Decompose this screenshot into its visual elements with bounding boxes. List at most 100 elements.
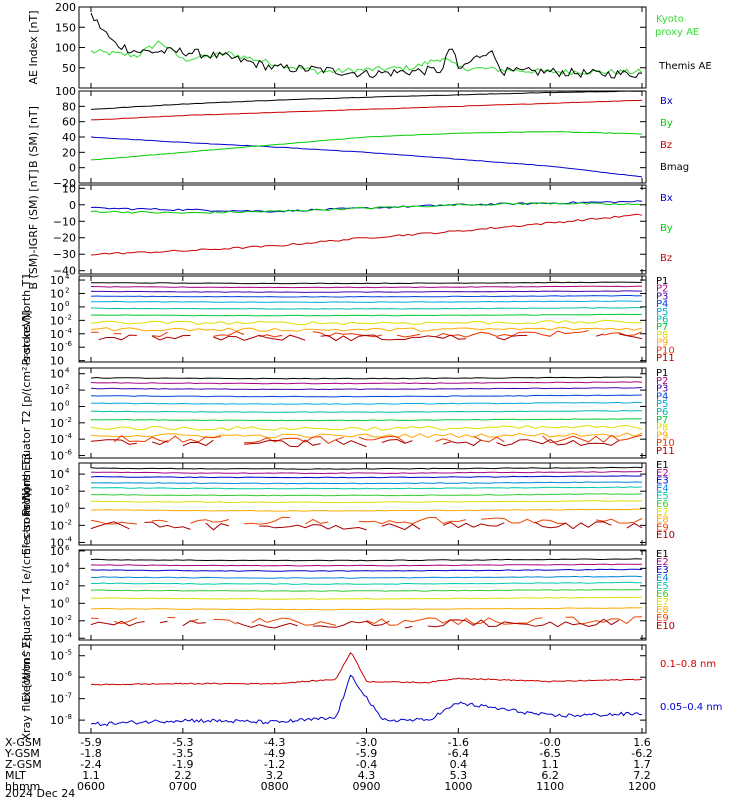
series-line-kyoto-ae: [90, 40, 643, 76]
legend-entry: E10: [656, 621, 675, 632]
orbit-value: -5.9: [80, 736, 101, 749]
series-line-p11: [98, 334, 137, 341]
legend-entry: P6: [656, 315, 668, 326]
orbit-value: -0.4: [356, 758, 377, 771]
legend-entry: E6: [656, 589, 669, 600]
series-line-p10: [435, 438, 451, 442]
series-line-p11: [213, 334, 306, 341]
series-line-e2: [90, 471, 643, 475]
series-line-e3: [90, 475, 643, 479]
y-tick-label: 10: [50, 714, 64, 727]
series-line-p5: [90, 401, 643, 405]
y-tick-label: 10: [50, 417, 64, 430]
series-line-p1: [90, 281, 642, 285]
series-line-e9: [251, 617, 337, 626]
orbit-value: -2.4: [80, 758, 101, 771]
series-line-e10: [404, 625, 413, 629]
y-tick-label: 0: [69, 199, 76, 212]
y-tick-exponent: 4: [65, 273, 70, 281]
series-line-p11: [335, 439, 367, 448]
y-tick-label: 10: [50, 671, 64, 684]
orbit-value: 4.3: [358, 769, 376, 782]
orbit-row-label: MLT: [5, 769, 26, 782]
y-tick-label: −40: [53, 265, 76, 278]
legend-entry: Bz: [660, 253, 672, 264]
series-line-e5: [90, 581, 642, 585]
y-tick-exponent: -4: [65, 535, 73, 543]
legend-entry: E1: [656, 549, 669, 560]
series-line-e1: [90, 558, 643, 562]
series-line-bz: [90, 99, 643, 121]
series-line-e5: [91, 486, 643, 490]
y-tick-exponent: -6: [65, 670, 73, 678]
orbit-value: 1.6: [633, 736, 651, 749]
panel-frame-p1: [78, 275, 647, 363]
legend-entry: E9: [656, 613, 669, 624]
y-tick-label: 100: [55, 42, 76, 55]
series-line-e9: [481, 517, 566, 525]
series-line-p11: [595, 333, 604, 337]
orbit-value: 0800: [261, 780, 289, 793]
series-line-e2: [90, 563, 643, 567]
y-tick-exponent: -2: [65, 614, 72, 622]
y-tick-label: 10: [50, 502, 64, 515]
series-line-p10: [213, 330, 245, 337]
series-line-e10: [534, 521, 612, 530]
legend-entry: E4: [656, 483, 669, 494]
series-line-e9: [152, 519, 168, 523]
series-line-p9: [90, 327, 643, 332]
orbit-date: 2024 Dec 24: [5, 787, 75, 800]
orbit-row-label: X-GSM: [5, 736, 41, 749]
legend-entry: P7: [656, 415, 668, 426]
series-line-themis-ae: [90, 12, 643, 79]
legend-entry: E3: [656, 476, 669, 487]
series-line-e7: [90, 500, 643, 504]
legend-entry: P9: [656, 430, 668, 441]
legend-entry: P8: [656, 330, 668, 341]
series-line-e10: [381, 523, 421, 531]
series-line-p10: [259, 334, 283, 338]
orbit-value: 0700: [169, 780, 197, 793]
legend-entry: Bx: [660, 193, 673, 204]
orbit-value: 0900: [353, 780, 381, 793]
series-line-xray-short: [90, 674, 642, 727]
y-tick-label: 10: [50, 328, 64, 341]
series-line-e4: [91, 481, 643, 485]
y-tick-label: 10: [50, 314, 64, 327]
series-line-e10: [205, 522, 229, 531]
y-tick-label: 150: [55, 21, 76, 34]
series-line-e10: [427, 618, 620, 628]
orbit-value: -0.0: [539, 736, 560, 749]
orbit-value: 7.2: [633, 769, 651, 782]
legend-entry: E5: [656, 581, 669, 592]
series-line-p11: [496, 439, 620, 447]
y-tick-label: 10: [50, 597, 64, 610]
y-tick-label: 10: [50, 355, 64, 368]
series-line-p2: [90, 285, 643, 289]
y-tick-label: 10: [50, 468, 64, 481]
series-line-e9: [90, 519, 137, 525]
y-tick-exponent: 0: [65, 399, 69, 407]
legend-entry: By: [660, 118, 673, 129]
series-line-e10: [159, 620, 168, 624]
legend-entry: Bz: [660, 140, 672, 151]
legend-entry: E7: [656, 597, 669, 608]
y-tick-label: 0: [69, 162, 76, 175]
orbit-value: -4.9: [264, 747, 285, 760]
legend-entry: P2: [656, 284, 668, 295]
series-line-e4: [90, 575, 643, 579]
legend-entry: P3: [656, 384, 668, 395]
orbit-row-label: Y-GSM: [4, 747, 40, 760]
orbit-value: 1.7: [633, 758, 651, 771]
series-line-e9: [358, 516, 467, 525]
legend-entry: P5: [656, 307, 668, 318]
y-tick-exponent: 2: [65, 383, 69, 391]
series-line-p10: [396, 333, 421, 338]
series-line-bx: [90, 136, 643, 178]
series-line-e10: [236, 621, 298, 629]
y-tick-label: 10: [50, 632, 64, 645]
legend-entry: E8: [656, 605, 669, 616]
y-tick-exponent: 0: [65, 300, 69, 308]
orbit-value: -5.3: [172, 736, 193, 749]
